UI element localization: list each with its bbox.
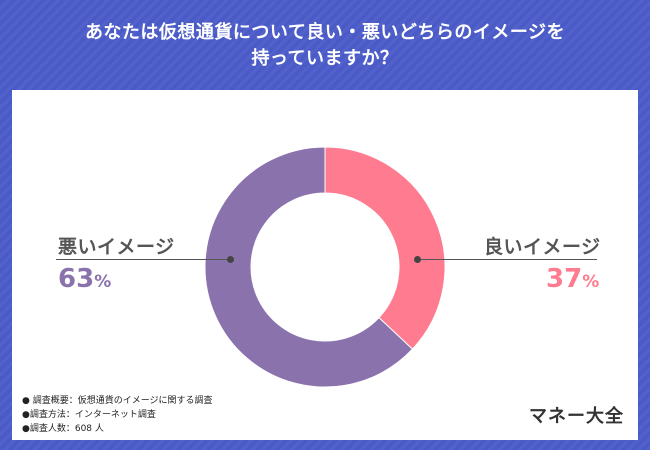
value-positive-unit: % [582, 272, 600, 292]
leader-line-positive [417, 259, 597, 260]
value-negative: 63% [58, 264, 111, 294]
value-negative-unit: % [94, 272, 112, 292]
slice-positive [324, 146, 446, 350]
brand-logo-text: マネー大全 [529, 406, 624, 427]
donut-chart [204, 146, 446, 388]
leader-dot-negative [227, 256, 234, 263]
title-line-2: 持っていますか？ [251, 48, 399, 69]
value-negative-number: 63 [58, 264, 95, 294]
note-method: ●調査方法：インターネット調査 [22, 410, 156, 420]
label-negative: 悪いイメージ [58, 236, 175, 258]
title-line-1: あなたは仮想通貨について良い・悪いどちらのイメージを [84, 22, 566, 43]
survey-notes: ● 調査概要：仮想通貨のイメージに関する調査 ●調査方法：インターネット調査 ●… [22, 394, 213, 436]
note-count: ●調査人数：608 人 [22, 424, 104, 434]
chart-title: あなたは仮想通貨について良い・悪いどちらのイメージを 持っていますか？ [0, 20, 650, 72]
leader-line-negative [56, 259, 230, 260]
value-positive: 37% [546, 264, 599, 294]
leader-dot-positive [414, 256, 421, 263]
note-summary: ● 調査概要：仮想通貨のイメージに関する調査 [22, 396, 213, 406]
slice-negative [204, 146, 414, 388]
value-positive-number: 37 [546, 264, 583, 294]
label-positive: 良いイメージ [484, 236, 601, 258]
